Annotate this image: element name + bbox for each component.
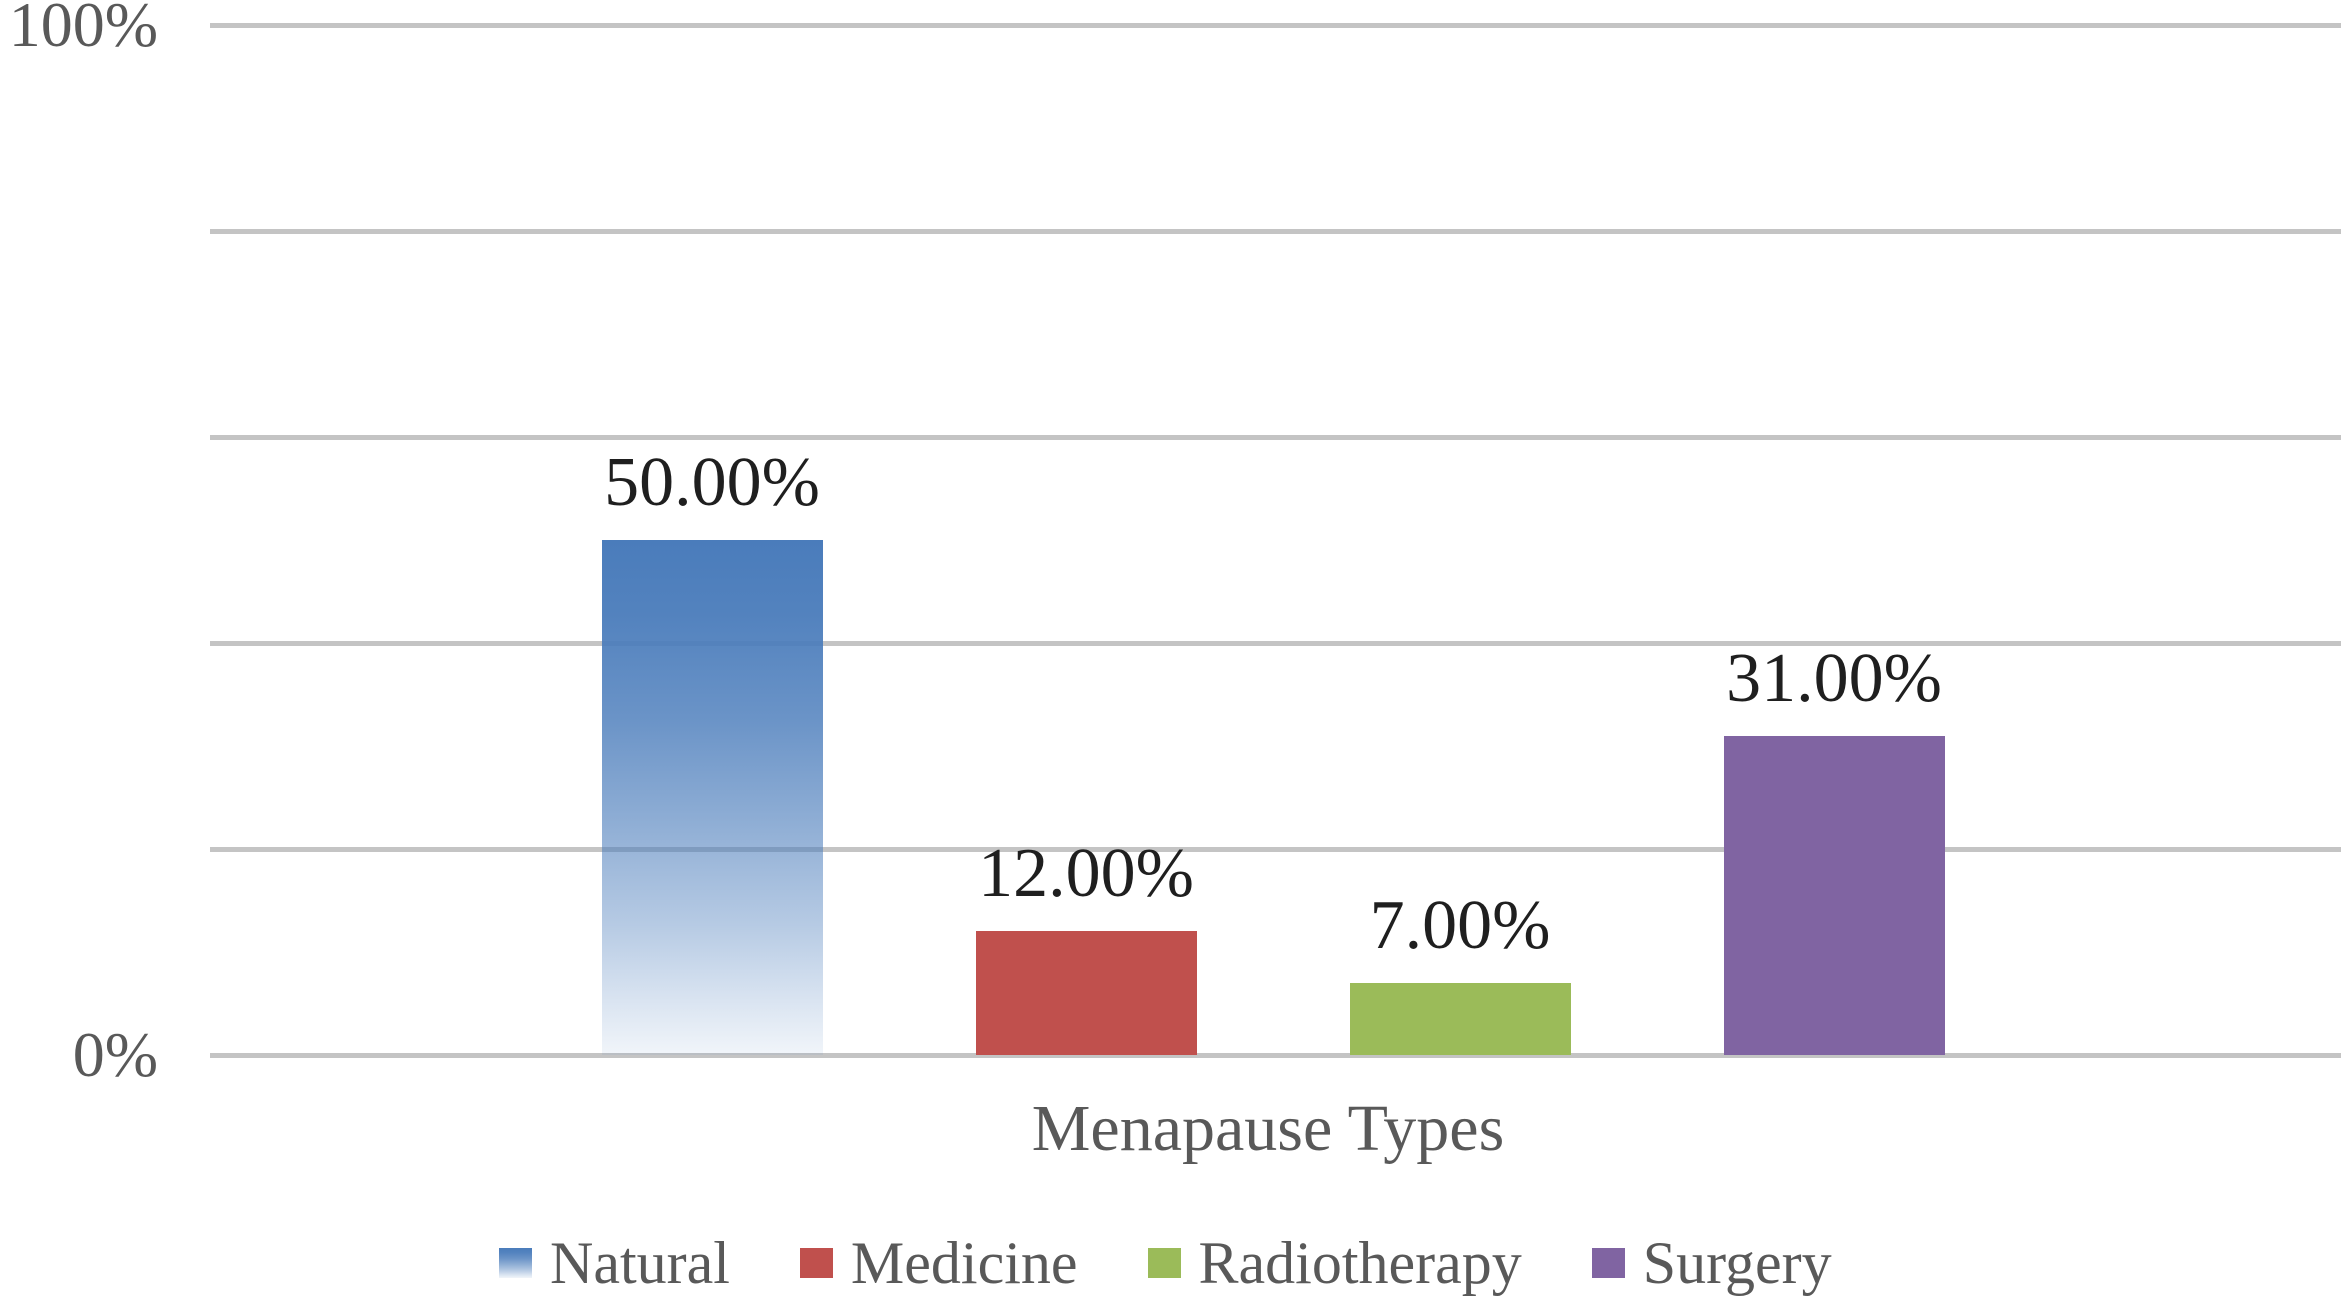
legend-swatch-natural: [499, 1248, 532, 1278]
legend-item-medicine: Medicine: [799, 1230, 1078, 1296]
bar-surgery: [1723, 735, 1945, 1055]
data-label-radiotherapy: 7.00%: [1369, 886, 1551, 964]
y-axis-tick-label-bottom: 0%: [72, 1019, 158, 1090]
legend-swatch-medicine: [799, 1248, 833, 1278]
gridline-80: [210, 228, 2341, 234]
legend-swatch-radiotherapy: [1147, 1248, 1181, 1278]
legend-item-surgery: Surgery: [1591, 1230, 1832, 1296]
bar-natural: [601, 540, 823, 1055]
data-label-surgery: 31.00%: [1726, 639, 1942, 717]
data-label-natural: 50.00%: [604, 444, 820, 521]
gridline-20: [210, 846, 2341, 852]
gridline-60: [210, 434, 2341, 440]
legend-item-radiotherapy: Radiotherapy: [1147, 1230, 1522, 1296]
legend-label-surgery: Surgery: [1642, 1230, 1832, 1296]
legend-label-radiotherapy: Radiotherapy: [1198, 1230, 1522, 1296]
data-label-medicine: 12.00%: [978, 835, 1194, 913]
y-axis-tick-label-top: 100%: [8, 0, 158, 60]
bar-medicine: [975, 931, 1197, 1055]
legend: Natural Medicine Radiotherapy Surgery: [499, 1233, 1832, 1293]
gridline-40: [210, 640, 2341, 646]
legend-label-natural: Natural: [550, 1230, 730, 1296]
gridline-100: [210, 22, 2341, 28]
legend-swatch-surgery: [1591, 1248, 1625, 1278]
bar-radiotherapy: [1349, 982, 1571, 1055]
legend-label-medicine: Medicine: [850, 1230, 1078, 1296]
gridline-0: [210, 1052, 2341, 1058]
legend-item-natural: Natural: [499, 1233, 730, 1293]
x-axis-title: Menapause Types: [1031, 1092, 1505, 1165]
